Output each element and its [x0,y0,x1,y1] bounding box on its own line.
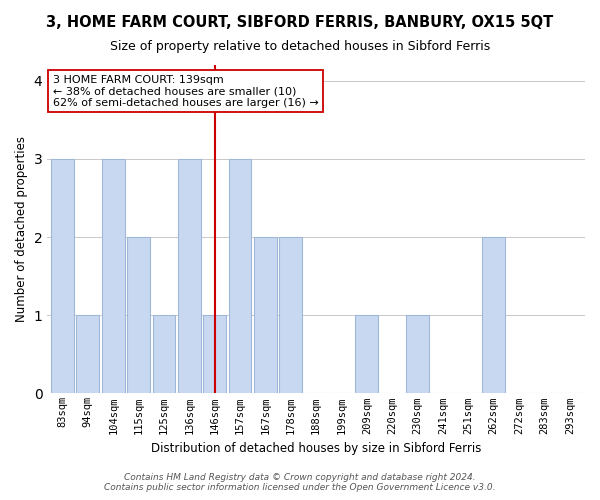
X-axis label: Distribution of detached houses by size in Sibford Ferris: Distribution of detached houses by size … [151,442,481,455]
Bar [203,315,226,394]
Bar [51,159,74,394]
Bar [254,237,277,394]
Text: 3, HOME FARM COURT, SIBFORD FERRIS, BANBURY, OX15 5QT: 3, HOME FARM COURT, SIBFORD FERRIS, BANB… [46,15,554,30]
Bar [280,237,302,394]
Y-axis label: Number of detached properties: Number of detached properties [15,136,28,322]
Text: 3 HOME FARM COURT: 139sqm
← 38% of detached houses are smaller (10)
62% of semi-: 3 HOME FARM COURT: 139sqm ← 38% of detac… [53,75,319,108]
Bar [406,315,429,394]
Bar [102,159,125,394]
Bar [152,315,175,394]
Bar [229,159,251,394]
Bar [482,237,505,394]
Bar [178,159,201,394]
Text: Contains HM Land Registry data © Crown copyright and database right 2024.
Contai: Contains HM Land Registry data © Crown c… [104,473,496,492]
Bar [76,315,99,394]
Bar [355,315,378,394]
Text: Size of property relative to detached houses in Sibford Ferris: Size of property relative to detached ho… [110,40,490,53]
Bar [127,237,150,394]
